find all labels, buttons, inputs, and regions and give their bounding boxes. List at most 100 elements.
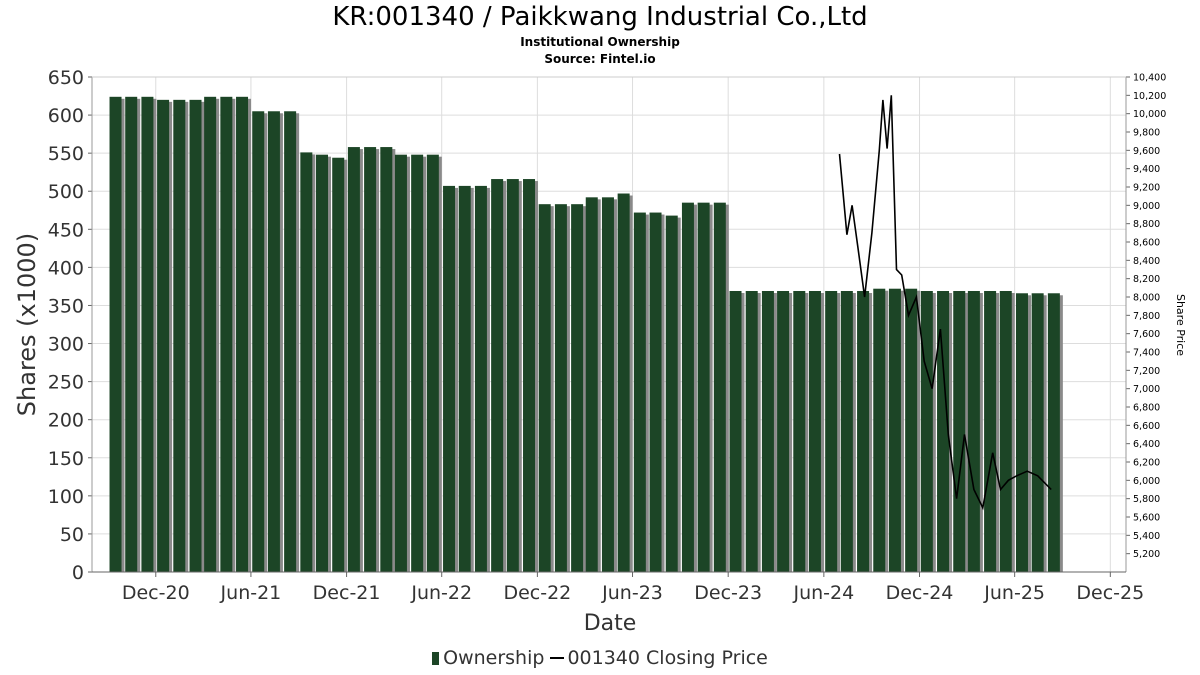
y-tick-label: 550 [48,143,84,165]
y2-tick-label: 5,200 [1133,549,1160,560]
ownership-bar [920,290,933,572]
ownership-bar [189,99,202,572]
x-tick-label: Jun-22 [410,582,472,604]
ownership-bar [506,179,519,573]
ownership-bar [220,96,233,573]
ownership-bar [585,197,598,573]
y2-tick-label: 8,200 [1133,274,1160,285]
y2-tick-label: 10,000 [1133,109,1166,120]
ownership-bar [523,179,536,573]
ownership-bar [681,202,694,572]
chart-source: Source: Fintel.io [544,52,656,66]
ownership-bar [141,96,154,573]
ownership-bar [857,290,870,572]
y2-tick-label: 10,200 [1133,91,1166,102]
y2-tick-label: 7,400 [1133,348,1160,359]
ownership-bar [793,290,806,572]
ownership-bar [888,288,901,572]
y2-tick-label: 6,200 [1133,458,1160,469]
y2-tick-label: 7,800 [1133,311,1160,322]
ownership-bar [825,290,838,572]
ownership-bar [905,288,918,572]
x-tick-label: Jun-24 [792,582,854,604]
ownership-bar [426,154,439,572]
price-line [838,95,1052,511]
ownership-bar [601,197,614,573]
y-tick-label: 100 [48,486,84,508]
ownership-bar [411,154,424,572]
y2-tick-label: 9,200 [1133,183,1160,194]
y2-tick-label: 9,000 [1133,201,1160,212]
y-tick-label: 150 [48,448,84,470]
y-tick-label: 650 [48,67,84,89]
x-tick-label: Dec-25 [1076,582,1144,604]
ownership-bar [443,185,456,572]
legend-ownership-label: Ownership [443,647,545,669]
ownership-bar [840,290,853,572]
ownership-bar [554,204,567,572]
x-tick-label: Jun-23 [601,582,663,604]
ownership-bar [984,290,997,572]
ownership-bar [347,147,360,573]
y2-tick-label: 5,800 [1133,494,1160,505]
ownership-bar [1015,293,1028,572]
ownership-bar [649,212,662,573]
ownership-bar [267,111,280,573]
y-tick-label: 600 [48,105,84,127]
ownership-bar [1031,293,1044,572]
y2-tick-label: 6,000 [1133,476,1160,487]
x-tick-label: Dec-20 [122,582,190,604]
y-axis-label: Shares (x1000) [13,233,41,416]
x-tick-label: Jun-21 [220,582,282,604]
ownership-bar [332,157,345,572]
y-tick-label: 500 [48,181,84,203]
ownership-bar [173,99,186,572]
ownership-bar [697,202,710,572]
y2-tick-label: 7,600 [1133,329,1160,340]
y2-tick-label: 9,800 [1133,128,1160,139]
y2-tick-label: 6,800 [1133,403,1160,414]
ownership-bar [745,290,758,572]
ownership-bar [729,290,742,572]
ownership-bar [538,204,551,572]
y2-tick-label: 8,000 [1133,293,1160,304]
x-axis-label: Date [584,611,637,636]
y2-tick-label: 5,600 [1133,513,1160,524]
ownership-bar [777,290,790,572]
y-tick-label: 200 [48,410,84,432]
y2-tick-label: 8,400 [1133,256,1160,267]
ownership-bar [665,215,678,572]
y2-tick-label: 6,400 [1133,439,1160,450]
y2-tick-label: 8,800 [1133,219,1160,230]
ownership-bar [474,185,487,572]
ownership-bar [967,290,980,572]
legend-ownership-swatch [432,652,440,665]
ownership-bar [109,96,122,573]
y2-tick-label: 7,200 [1133,366,1160,377]
ownership-bar [491,179,504,573]
ownership-bar [937,290,950,572]
ownership-bar [252,111,265,573]
ownership-bar [300,152,313,572]
ownership-bar [999,290,1012,572]
chart-title: KR:001340 / Paikkwang Industrial Co.,Ltd [332,2,868,32]
ownership-bar [571,204,584,572]
y-tick-label: 300 [48,334,84,356]
ownership-bar [713,202,726,572]
ownership-bar [873,288,886,572]
ownership-bar [236,96,249,573]
y-tick-label: 250 [48,372,84,394]
y2-tick-label: 5,400 [1133,531,1160,542]
x-tick-label: Dec-24 [886,582,954,604]
ownership-bar [380,147,393,573]
chart-legend: Ownership 001340 Closing Price [0,647,1200,669]
ownership-bar [157,99,170,572]
ownership-bar [761,290,774,572]
ownership-bar [1047,293,1060,572]
legend-price-label: 001340 Closing Price [567,647,768,669]
ownership-bar [316,154,329,572]
ownership-bar [617,193,630,572]
ownership-bar [633,212,646,573]
y-tick-label: 350 [48,295,84,317]
